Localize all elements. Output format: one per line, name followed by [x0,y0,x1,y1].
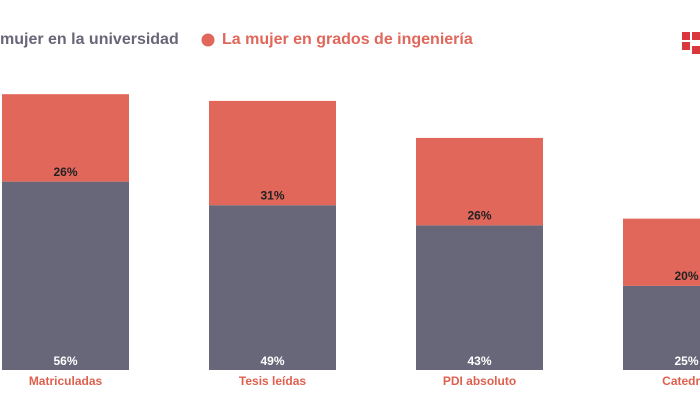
legend-label: La mujer en grados de ingeniería [222,31,473,48]
value-label: 20% [674,269,698,283]
x-tick-label: Tesis leídas [239,374,306,388]
value-label: 56% [53,354,77,368]
bar-segment [209,100,336,206]
value-label: 31% [260,188,284,202]
bar-segment [2,181,129,370]
bar-segment [416,225,543,370]
legend-label: mujer en la universidad [0,31,179,48]
x-tick-label: Matriculadas [29,374,103,388]
value-label: 26% [467,209,491,223]
bar-segment [2,94,129,182]
bar-segment [623,285,700,370]
x-tick-label: Catedrát [662,374,700,388]
logo [682,32,700,54]
bar-segment [416,137,543,226]
bar-segment [209,205,336,370]
value-label: 26% [53,165,77,179]
x-tick-label: PDI absoluto [443,374,516,388]
legend-swatch [201,33,215,47]
bar-segment [623,218,700,286]
value-label: 49% [260,354,284,368]
value-label: 43% [467,354,491,368]
value-label: 25% [674,354,698,368]
